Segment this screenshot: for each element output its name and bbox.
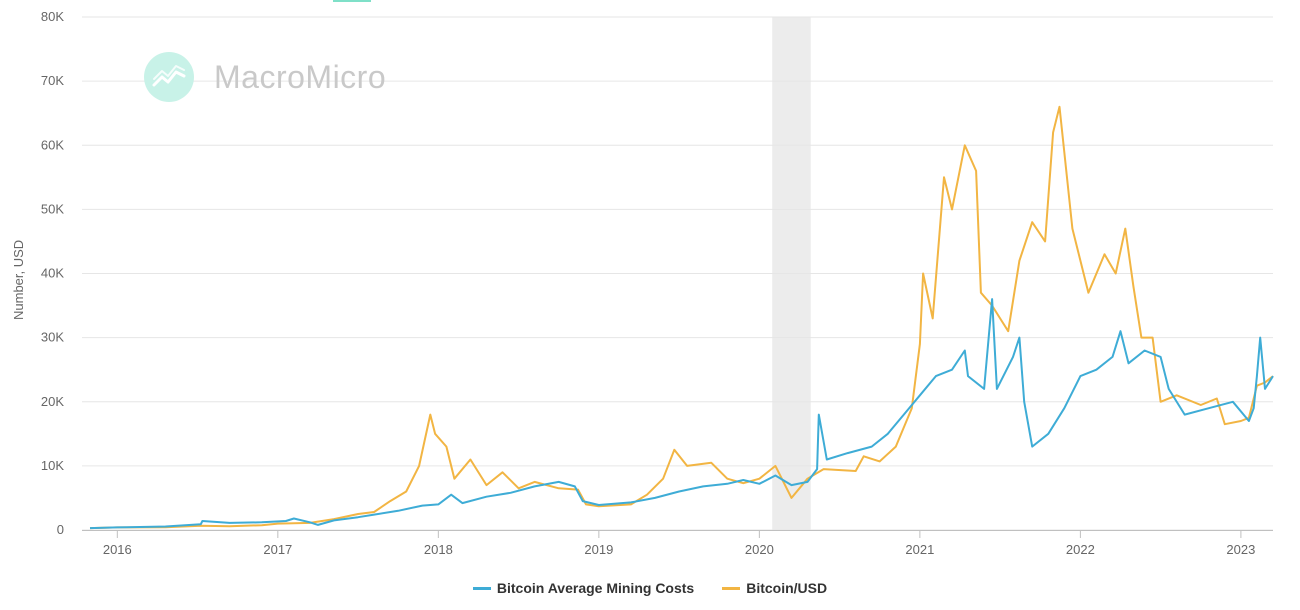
legend-label-mining: Bitcoin Average Mining Costs xyxy=(496,580,695,596)
legend: Bitcoin Average Mining Costs Bitcoin/USD xyxy=(0,580,1300,596)
y-tick-label: 80K xyxy=(41,9,64,24)
legend-swatch-mining xyxy=(472,586,491,590)
x-tick-label: 2019 xyxy=(584,542,613,557)
y-tick-label: 10K xyxy=(41,458,64,473)
x-tick-label: 2022 xyxy=(1066,542,1095,557)
y-tick-label: 0 xyxy=(57,522,64,537)
x-tick-label: 2023 xyxy=(1226,542,1255,557)
y-tick-label: 30K xyxy=(41,330,64,345)
x-tick-label: 2018 xyxy=(424,542,453,557)
y-tick-label: 70K xyxy=(41,73,64,88)
watermark: MacroMicro xyxy=(144,52,386,102)
y-tick-label: 40K xyxy=(41,266,64,281)
x-tick-label: 2021 xyxy=(905,542,934,557)
watermark-text: MacroMicro xyxy=(214,58,387,95)
legend-label-btc: Bitcoin/USD xyxy=(746,580,828,596)
series-line-btc-usd xyxy=(89,105,1274,530)
y-tick-label: 60K xyxy=(41,137,64,152)
top-tab-indicator xyxy=(333,0,371,2)
trend-line-icon xyxy=(144,52,194,102)
legend-swatch-btc xyxy=(722,586,741,590)
y-tick-label: 20K xyxy=(41,394,64,409)
x-tick-label: 2016 xyxy=(103,542,132,557)
y-tick-label: 50K xyxy=(41,201,64,216)
x-tick-label: 2017 xyxy=(263,542,292,557)
series-line-mining-costs xyxy=(89,298,1274,530)
x-tick-label: 2020 xyxy=(745,542,774,557)
y-axis-title: Number, USD xyxy=(11,239,26,320)
legend-item-btc-usd[interactable]: Bitcoin/USD xyxy=(722,580,827,596)
legend-item-mining-costs[interactable]: Bitcoin Average Mining Costs xyxy=(472,580,695,596)
